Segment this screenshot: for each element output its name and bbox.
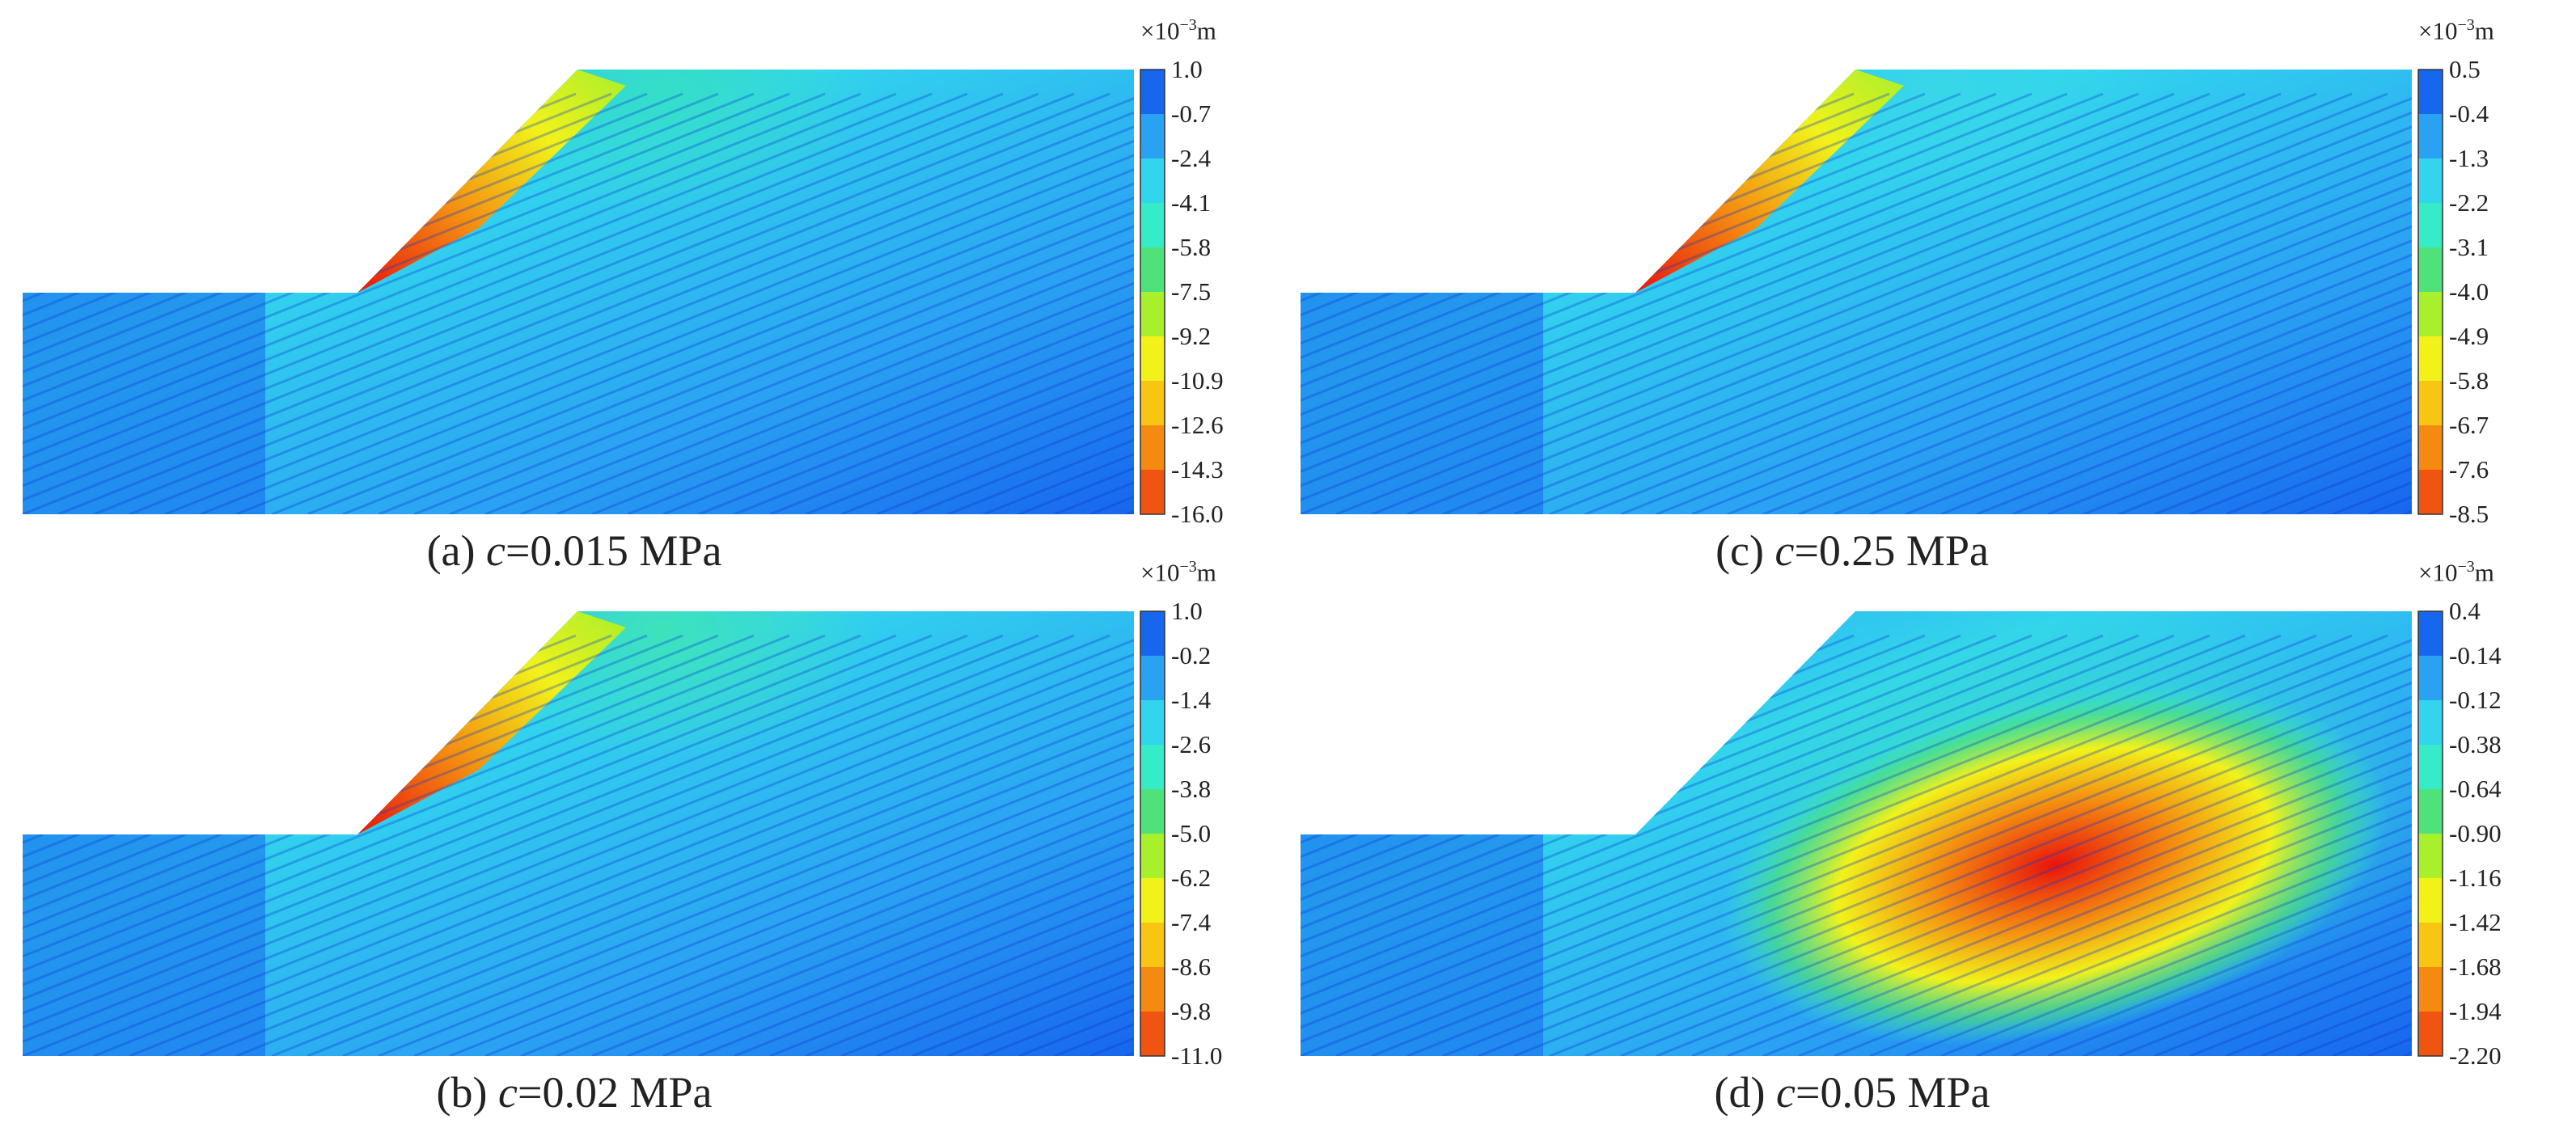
panel-b: 1.0 -0.2 -1.4 -2.6 -3.8 -5.0 -6.2 -7.4 -8.6 -9.8 -… bbox=[0, 542, 1270, 1117]
colorbar-tick-label: -2.20 bbox=[2449, 1041, 2502, 1070]
colorbar-unit-label: ×10−3m bbox=[1140, 558, 1216, 587]
colorbar-tick-label: -8.5 bbox=[2449, 500, 2489, 528]
colorbar-tick-label: -4.1 bbox=[1171, 188, 1212, 217]
colorbar-tick-label: -9.2 bbox=[1171, 322, 1212, 350]
colorbar-tick-label: -6.7 bbox=[2449, 411, 2489, 439]
colorbar-a bbox=[1140, 69, 1165, 515]
colorbar-tick-label: -0.90 bbox=[2449, 819, 2502, 847]
colorbar-tick-label: -8.6 bbox=[1171, 952, 1212, 981]
panel-c: 0.5 -0.4 -1.3 -2.2 -3.1 -4.0 -4.9 -5.8 -6.7 -7.6 -… bbox=[1278, 0, 2548, 575]
panel-caption-c: (c) c=0.25 MPa bbox=[1715, 526, 1989, 575]
colorbar-tick-label: -12.6 bbox=[1171, 411, 1224, 439]
colorbar-tick-label: 1.0 bbox=[1171, 597, 1203, 625]
colorbar-tick-label: -0.2 bbox=[1171, 641, 1212, 669]
contour-plot-a bbox=[23, 69, 1165, 515]
colorbar-c bbox=[2417, 69, 2443, 515]
colorbar-tick-label: -11.0 bbox=[1171, 1041, 1223, 1070]
colorbar-tick-label: -2.2 bbox=[2449, 188, 2489, 217]
colorbar-unit-label: ×10−3m bbox=[2418, 558, 2494, 587]
colorbar-b bbox=[1140, 610, 1165, 1057]
colorbar-tick-label: -0.64 bbox=[2449, 775, 2502, 803]
colorbar-tick-label: 1.0 bbox=[1171, 55, 1203, 83]
colorbar-tick-label: -5.0 bbox=[1171, 819, 1212, 847]
colorbar-tick-label: -1.68 bbox=[2449, 952, 2502, 981]
colorbar-tick-label: -2.6 bbox=[1171, 730, 1212, 758]
colorbar-tick-label: -16.0 bbox=[1171, 500, 1224, 528]
colorbar-tick-label: 0.4 bbox=[2449, 597, 2481, 625]
colorbar-tick-label: -10.9 bbox=[1171, 366, 1224, 395]
contour-plot-b bbox=[23, 610, 1165, 1057]
colorbar-tick-label: -0.7 bbox=[1171, 99, 1212, 128]
colorbar-tick-label: -7.5 bbox=[1171, 277, 1212, 306]
colorbar-tick-label: -6.2 bbox=[1171, 864, 1212, 892]
panel-a: 1.0 -0.7 -2.4 -4.1 -5.8 -7.5 -9.2 -10.9 -12.6 -14… bbox=[0, 0, 1270, 575]
colorbar-tick-label: -1.3 bbox=[2449, 144, 2489, 172]
panel-caption-b: (b) c=0.02 MPa bbox=[436, 1068, 713, 1117]
colorbar-tick-label: -0.38 bbox=[2449, 730, 2502, 758]
colorbar-tick-label: -1.16 bbox=[2449, 864, 2502, 892]
colorbar-tick-label: -1.42 bbox=[2449, 908, 2502, 936]
colorbar-tick-label: -3.1 bbox=[2449, 233, 2489, 261]
colorbar-tick-label: -14.3 bbox=[1171, 455, 1224, 484]
contour-plot-d bbox=[1301, 610, 2443, 1057]
colorbar-tick-label: -5.8 bbox=[2449, 366, 2489, 395]
colorbar-tick-label: -2.4 bbox=[1171, 144, 1212, 172]
colorbar-tick-label: -3.8 bbox=[1171, 775, 1212, 803]
panel-caption-d: (d) c=0.05 MPa bbox=[1714, 1068, 1990, 1117]
colorbar-tick-label: -7.4 bbox=[1171, 908, 1212, 936]
colorbar-tick-label: -1.94 bbox=[2449, 997, 2502, 1025]
colorbar-tick-label: -0.12 bbox=[2449, 686, 2502, 714]
colorbar-d bbox=[2417, 610, 2443, 1057]
colorbar-tick-label: -4.9 bbox=[2449, 322, 2489, 350]
contour-plot-c bbox=[1301, 69, 2443, 515]
colorbar-tick-label: -0.14 bbox=[2449, 641, 2502, 669]
colorbar-tick-label: -1.4 bbox=[1171, 686, 1212, 714]
colorbar-tick-label: -7.6 bbox=[2449, 455, 2489, 484]
colorbar-tick-label: -9.8 bbox=[1171, 997, 1212, 1025]
panel-caption-a: (a) c=0.015 MPa bbox=[426, 526, 722, 575]
colorbar-unit-label: ×10−3m bbox=[2418, 16, 2494, 45]
colorbar-unit-label: ×10−3m bbox=[1140, 16, 1216, 45]
panel-d: 0.4 -0.14 -0.12 -0.38 -0.64 -0.90 -1.16 -1.42 -1… bbox=[1278, 542, 2548, 1117]
colorbar-tick-label: 0.5 bbox=[2449, 55, 2481, 83]
colorbar-tick-label: -5.8 bbox=[1171, 233, 1212, 261]
colorbar-tick-label: -4.0 bbox=[2449, 277, 2489, 306]
colorbar-tick-label: -0.4 bbox=[2449, 99, 2489, 128]
